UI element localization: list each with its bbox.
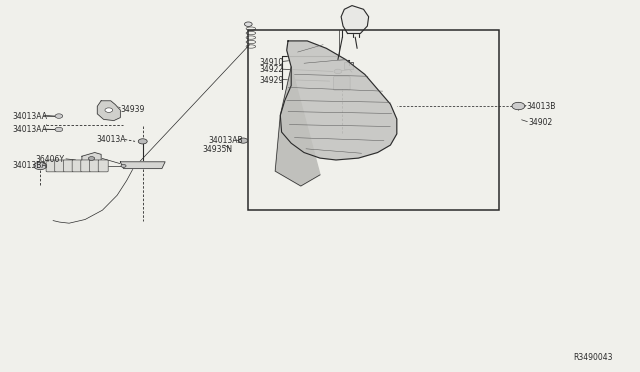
Bar <box>248 30 499 210</box>
FancyBboxPatch shape <box>55 160 65 172</box>
Text: 34929: 34929 <box>260 76 284 85</box>
Circle shape <box>138 139 147 144</box>
Circle shape <box>105 108 113 112</box>
Circle shape <box>121 164 126 167</box>
Circle shape <box>55 114 63 118</box>
Polygon shape <box>120 162 165 169</box>
Text: 34013AA: 34013AA <box>13 112 48 121</box>
FancyBboxPatch shape <box>46 160 56 172</box>
FancyBboxPatch shape <box>72 160 82 172</box>
Text: 34910: 34910 <box>260 58 284 67</box>
Circle shape <box>334 69 342 74</box>
Polygon shape <box>97 101 120 121</box>
Text: 34013B: 34013B <box>527 102 556 111</box>
Text: 34013BA: 34013BA <box>13 161 47 170</box>
Circle shape <box>239 138 248 143</box>
Circle shape <box>34 162 47 170</box>
Text: 34013AA: 34013AA <box>13 125 48 134</box>
Circle shape <box>88 157 95 160</box>
Polygon shape <box>280 41 397 160</box>
FancyBboxPatch shape <box>63 160 74 172</box>
Text: 34922: 34922 <box>260 65 284 74</box>
Polygon shape <box>341 6 369 33</box>
Polygon shape <box>82 153 101 164</box>
FancyBboxPatch shape <box>344 62 353 69</box>
Text: 34013A: 34013A <box>96 135 125 144</box>
FancyBboxPatch shape <box>333 76 350 90</box>
FancyBboxPatch shape <box>98 160 108 172</box>
Text: 34902: 34902 <box>528 118 552 127</box>
Text: 34935N: 34935N <box>202 145 232 154</box>
Text: R3490043: R3490043 <box>573 353 613 362</box>
Text: 34939: 34939 <box>120 105 145 114</box>
FancyBboxPatch shape <box>90 160 99 172</box>
Circle shape <box>244 22 252 26</box>
Text: 36406Y: 36406Y <box>35 155 64 164</box>
Circle shape <box>512 102 525 110</box>
Circle shape <box>55 127 63 132</box>
Text: 34013AB: 34013AB <box>208 136 243 145</box>
FancyBboxPatch shape <box>81 160 91 172</box>
Polygon shape <box>275 67 320 186</box>
